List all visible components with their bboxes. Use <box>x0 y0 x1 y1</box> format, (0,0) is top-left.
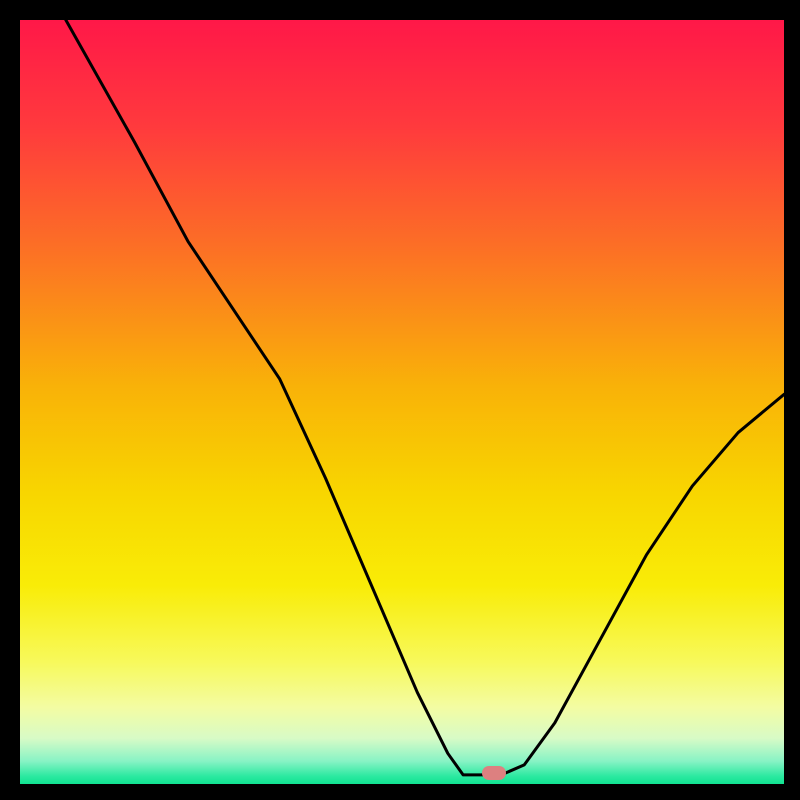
bottleneck-curve <box>66 20 784 775</box>
curve-svg <box>20 20 784 784</box>
optimal-point-marker <box>482 766 506 780</box>
plot-area: TheBottleneck.com <box>20 20 784 784</box>
chart-frame: TheBottleneck.com <box>0 0 800 800</box>
